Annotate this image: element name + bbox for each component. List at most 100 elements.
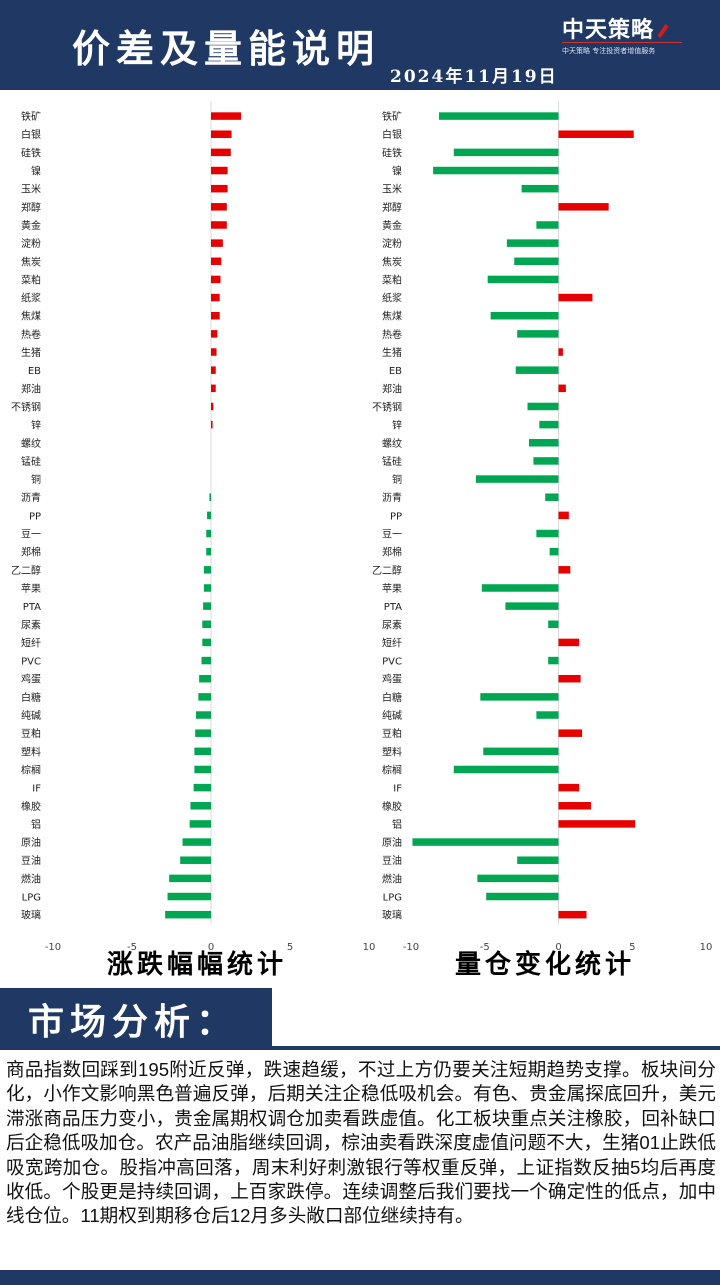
category-label: EB: [389, 366, 402, 377]
category-label: 纯碱: [21, 709, 41, 722]
category-label: 铁矿: [21, 110, 41, 123]
bar: [190, 802, 211, 810]
bar: [481, 584, 559, 592]
category-label: 锰硅: [382, 455, 402, 468]
bar: [201, 656, 211, 665]
bar: [521, 184, 559, 193]
x-tick-label: 0: [555, 942, 561, 950]
bar: [536, 221, 559, 229]
bar: [211, 293, 220, 302]
category-label: 玻璃: [382, 909, 402, 922]
category-label: 焦炭: [382, 255, 402, 268]
bar: [433, 166, 559, 175]
bar: [558, 130, 634, 138]
brand-underline: [562, 42, 682, 43]
category-label: 玉米: [21, 183, 41, 196]
bar: [206, 547, 211, 556]
category-label: 镍: [392, 165, 402, 178]
category-label: 铜: [31, 474, 41, 486]
bar: [211, 366, 216, 374]
category-label: 短纤: [21, 636, 41, 649]
category-label: 豆粕: [21, 727, 41, 740]
category-label: 尿素: [21, 618, 41, 631]
category-label: 乙二醇: [11, 564, 41, 577]
bar: [483, 747, 559, 756]
page-title: 价差及量能说明: [72, 26, 381, 71]
bar: [202, 638, 211, 647]
x-tick-label: 5: [287, 942, 293, 950]
bar: [203, 602, 211, 610]
bar: [453, 765, 559, 774]
category-label: 燃油: [21, 872, 41, 885]
bar: [533, 457, 559, 465]
category-label: 铝: [392, 819, 402, 831]
brand-logo: 中天策略 中天策略 专注投资者增值服务: [562, 12, 682, 56]
bar: [536, 529, 559, 538]
x-tick-label: -10: [45, 942, 61, 950]
bar: [206, 529, 211, 538]
page-header: 价差及量能说明 2024年11月19日 中天策略 中天策略 专注投资者增值服务: [0, 0, 720, 90]
category-label: 硅铁: [21, 146, 41, 159]
category-label: 塑料: [21, 745, 41, 758]
x-tick-label: 10: [700, 942, 713, 950]
bar: [558, 384, 566, 393]
category-label: 豆粕: [382, 727, 402, 740]
category-label: 生猪: [382, 346, 402, 359]
bar: [558, 348, 563, 356]
bar: [211, 275, 221, 284]
bar: [486, 892, 559, 901]
category-label: 热卷: [382, 328, 402, 341]
bar: [182, 838, 211, 846]
analysis-text: 商品指数回踩到195附近反弹，跌速趋缓，不过上方仍要关注短期趋势支撑。板块间分化…: [6, 1059, 716, 1227]
category-label: 焦煤: [21, 310, 41, 323]
bar: [195, 729, 211, 737]
bar: [549, 547, 559, 556]
category-label: 不锈钢: [11, 400, 41, 413]
category-label: PP: [29, 511, 41, 522]
x-tick-label: -5: [127, 942, 137, 950]
category-label: 原油: [382, 836, 402, 849]
chart-caption-left: 涨跌幅幅统计: [107, 950, 288, 980]
category-label: PTA: [384, 602, 402, 613]
bar: [558, 293, 593, 302]
bar: [539, 420, 559, 429]
bar: [506, 239, 559, 247]
bar: [169, 874, 211, 883]
bar: [412, 838, 559, 846]
bar: [167, 892, 211, 901]
category-label: 乙二醇: [372, 564, 402, 577]
category-label: PP: [390, 511, 402, 522]
category-label: 豆一: [21, 529, 41, 541]
category-label: 豆油: [382, 854, 402, 867]
brand-tagline: 中天策略 专注投资者增值服务: [562, 47, 656, 55]
x-tick-label: -5: [480, 942, 490, 950]
bar: [558, 674, 581, 683]
bar: [211, 384, 216, 393]
category-label: 锌: [392, 419, 402, 432]
bar: [180, 856, 211, 864]
category-label: 铁矿: [382, 110, 402, 123]
category-label: 白银: [21, 128, 41, 141]
category-label: PVC: [21, 657, 41, 668]
bar: [211, 148, 231, 157]
bar: [558, 566, 571, 574]
bar: [165, 910, 211, 919]
bar: [193, 783, 211, 792]
chart-caption-right: 量仓变化统计: [455, 950, 636, 980]
category-label: 镍: [31, 165, 41, 178]
bar: [477, 874, 559, 883]
category-label: 棕榈: [21, 763, 41, 776]
category-label: IF: [393, 784, 402, 795]
x-tick-label: 5: [629, 942, 635, 950]
bar: [558, 910, 587, 919]
category-label: 淀粉: [21, 237, 41, 250]
bar: [211, 166, 228, 175]
category-label: 尿素: [382, 618, 402, 631]
bar: [545, 493, 559, 501]
report-date: 2024年11月19日: [390, 67, 558, 87]
category-label: 不锈钢: [372, 400, 402, 413]
category-label: 郑醇: [21, 201, 41, 214]
category-label: 玻璃: [21, 909, 41, 922]
bar: [211, 203, 227, 211]
category-label: 白糖: [382, 691, 402, 704]
